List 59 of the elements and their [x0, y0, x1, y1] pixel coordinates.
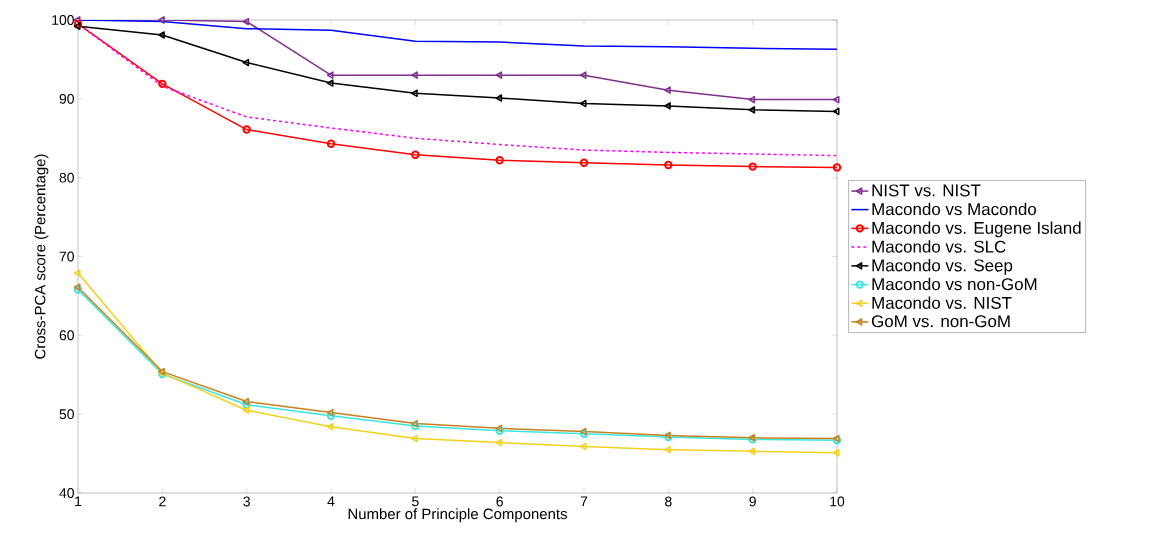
- legend-label: GoM vs. non-GoM: [871, 315, 1010, 328]
- point: [411, 71, 418, 79]
- y-axis-title: Cross-PCA score (Percentage): [34, 154, 49, 359]
- point: [579, 442, 587, 451]
- legend-label: Macondo vs non-GoM: [872, 277, 1037, 291]
- legend-label: NIST vs. NIST: [872, 184, 981, 197]
- y-tick-label: 80: [59, 172, 74, 183]
- x-tick-label: 3: [243, 496, 250, 507]
- x-tick-label: 4: [327, 496, 335, 507]
- point: [748, 95, 756, 104]
- x-tick-label: 2: [159, 496, 166, 507]
- x-axis-title: Number of Principle Components: [348, 508, 567, 523]
- point: [326, 422, 334, 431]
- x-tick-label: 8: [665, 496, 672, 507]
- point: [411, 89, 418, 98]
- legend-label: Macondo vs. NIST: [872, 296, 1012, 309]
- point: [158, 31, 165, 39]
- x-tick-label: 9: [749, 496, 756, 507]
- point: [748, 162, 757, 171]
- point: [664, 445, 671, 454]
- point: [495, 438, 503, 447]
- point: [664, 160, 673, 170]
- y-tick-label: 100: [52, 15, 74, 25]
- y-tick-label: 50: [59, 409, 74, 420]
- point: [242, 58, 250, 67]
- point: [495, 94, 503, 102]
- x-tick-label: 7: [580, 496, 588, 507]
- point: [748, 447, 756, 455]
- point: [579, 71, 587, 79]
- legend-label: Macondo vs Macondo: [872, 202, 1037, 216]
- point: [579, 158, 589, 167]
- point: [158, 79, 167, 89]
- point: [326, 139, 336, 148]
- point: [748, 106, 756, 114]
- x-tick-label: 6: [496, 496, 503, 507]
- point: [495, 156, 504, 165]
- x-tick-label: 5: [412, 496, 419, 507]
- point: [242, 125, 251, 134]
- point: [326, 79, 334, 87]
- legend-label: Macondo vs. Eugene Island: [872, 221, 1081, 238]
- point: [579, 99, 587, 108]
- legend-label: Macondo vs. Seep: [872, 258, 1013, 275]
- y-tick-label: 40: [59, 488, 74, 498]
- point: [495, 71, 503, 79]
- point: [411, 150, 420, 159]
- point: [242, 406, 250, 414]
- point: [664, 102, 671, 110]
- x-tick-label: 1: [75, 496, 82, 507]
- point: [158, 16, 165, 24]
- point: [664, 86, 671, 94]
- point: [242, 17, 250, 26]
- line-series: [78, 19, 837, 50]
- y-tick-label: 60: [59, 330, 74, 341]
- x-tick-label: 10: [830, 496, 845, 507]
- y-tick-label: 90: [59, 93, 74, 104]
- y-tick-label: 70: [59, 251, 74, 262]
- legend-label: Macondo vs. SLC: [872, 240, 1006, 253]
- point: [326, 71, 334, 79]
- point: [411, 434, 418, 443]
